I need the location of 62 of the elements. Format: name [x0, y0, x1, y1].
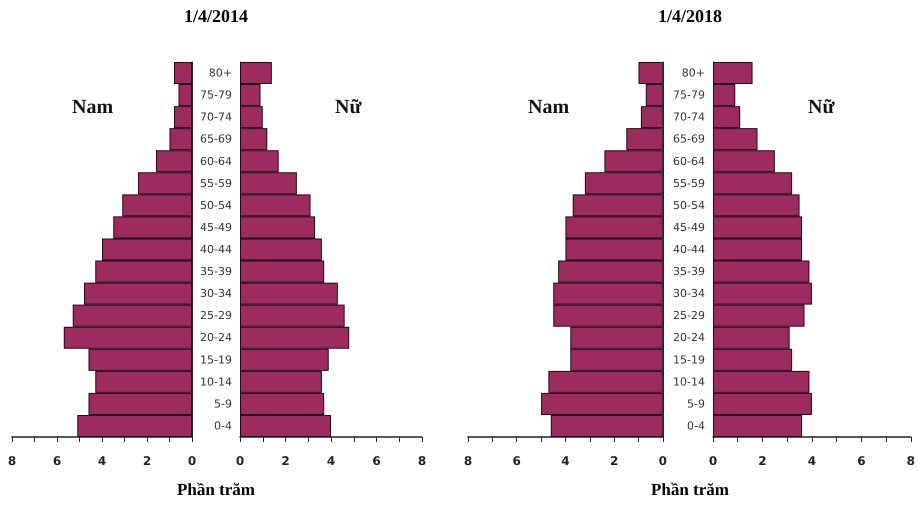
y-tick-label: 55-59	[200, 176, 232, 190]
y-tick-label: 60-64	[200, 154, 232, 168]
x-tick-label: 0	[236, 454, 244, 468]
x-tick-label: 0	[188, 454, 196, 468]
y-tick-label: 45-49	[200, 220, 232, 234]
annotation: Nam	[72, 96, 114, 118]
y-tick-label: 0-4	[214, 419, 232, 432]
y-tick-label: 40-44	[200, 243, 232, 256]
y-tick-label: 5-9	[687, 397, 705, 410]
x-axis-title: Phần trăm	[176, 480, 256, 500]
y-tick-label: 70-74	[673, 110, 705, 124]
y-tick-label: 30-34	[673, 287, 705, 300]
y-tick-label: 10-14	[673, 375, 705, 388]
x-tick-label: 8	[418, 454, 426, 468]
chart-title: 1/4/2018	[656, 6, 723, 27]
y-tick-label: 20-24	[200, 331, 232, 344]
x-tick-label: 8	[464, 454, 472, 468]
y-tick-label: 75-79	[673, 88, 705, 102]
y-tick-label: 35-39	[200, 265, 232, 278]
y-tick-label: 5-9	[214, 397, 232, 410]
y-tick-label: 35-39	[673, 265, 705, 278]
chart-title: 1/4/2014	[182, 6, 249, 27]
x-tick-label: 4	[98, 454, 106, 468]
y-tick-label: 0-4	[687, 419, 705, 432]
x-tick-label: 4	[326, 454, 336, 468]
y-tick-label: 80+	[208, 66, 232, 80]
y-tick-label: 75-79	[200, 88, 232, 102]
annotation: Nam	[528, 96, 570, 118]
y-tick-label: 20-24	[673, 331, 705, 344]
x-tick-label: 4	[561, 454, 570, 468]
x-tick-label: 6	[512, 454, 521, 468]
y-tick-label: 55-59	[673, 176, 705, 190]
y-tick-label: 50-54	[673, 198, 705, 212]
x-axis-title: Phần trăm	[650, 480, 730, 500]
y-tick-label: 50-54	[200, 198, 232, 212]
annotation: Nữ	[335, 96, 362, 118]
y-tick-label: 25-29	[200, 309, 232, 322]
y-tick-label: 80+	[682, 66, 705, 80]
y-tick-label: 65-69	[673, 132, 705, 146]
x-tick-label: 2	[142, 454, 152, 468]
y-tick-label: 40-44	[673, 243, 705, 256]
y-tick-label: 15-19	[673, 353, 705, 366]
y-tick-label: 15-19	[200, 353, 232, 366]
x-tick-label: 2	[610, 454, 618, 468]
y-tick-label: 70-74	[200, 110, 232, 124]
x-tick-label: 6	[52, 454, 62, 468]
y-tick-label: 45-49	[673, 220, 705, 234]
x-tick-label: 0	[708, 454, 718, 468]
y-tick-label: 10-14	[200, 375, 232, 388]
y-tick-label: 30-34	[200, 287, 232, 300]
x-tick-label: 2	[281, 454, 290, 468]
x-tick-label: 8	[906, 454, 916, 468]
x-tick-label: 0	[658, 454, 668, 468]
y-tick-label: 25-29	[673, 309, 705, 322]
x-tick-label: 4	[808, 454, 816, 468]
y-tick-label: 65-69	[200, 132, 232, 146]
y-tick-label: 60-64	[673, 154, 705, 168]
x-tick-label: 6	[857, 454, 866, 468]
annotation: Nữ	[808, 96, 836, 118]
x-tick-label: 2	[758, 454, 767, 468]
x-tick-label: 6	[372, 454, 381, 468]
x-tick-label: 8	[8, 454, 16, 468]
